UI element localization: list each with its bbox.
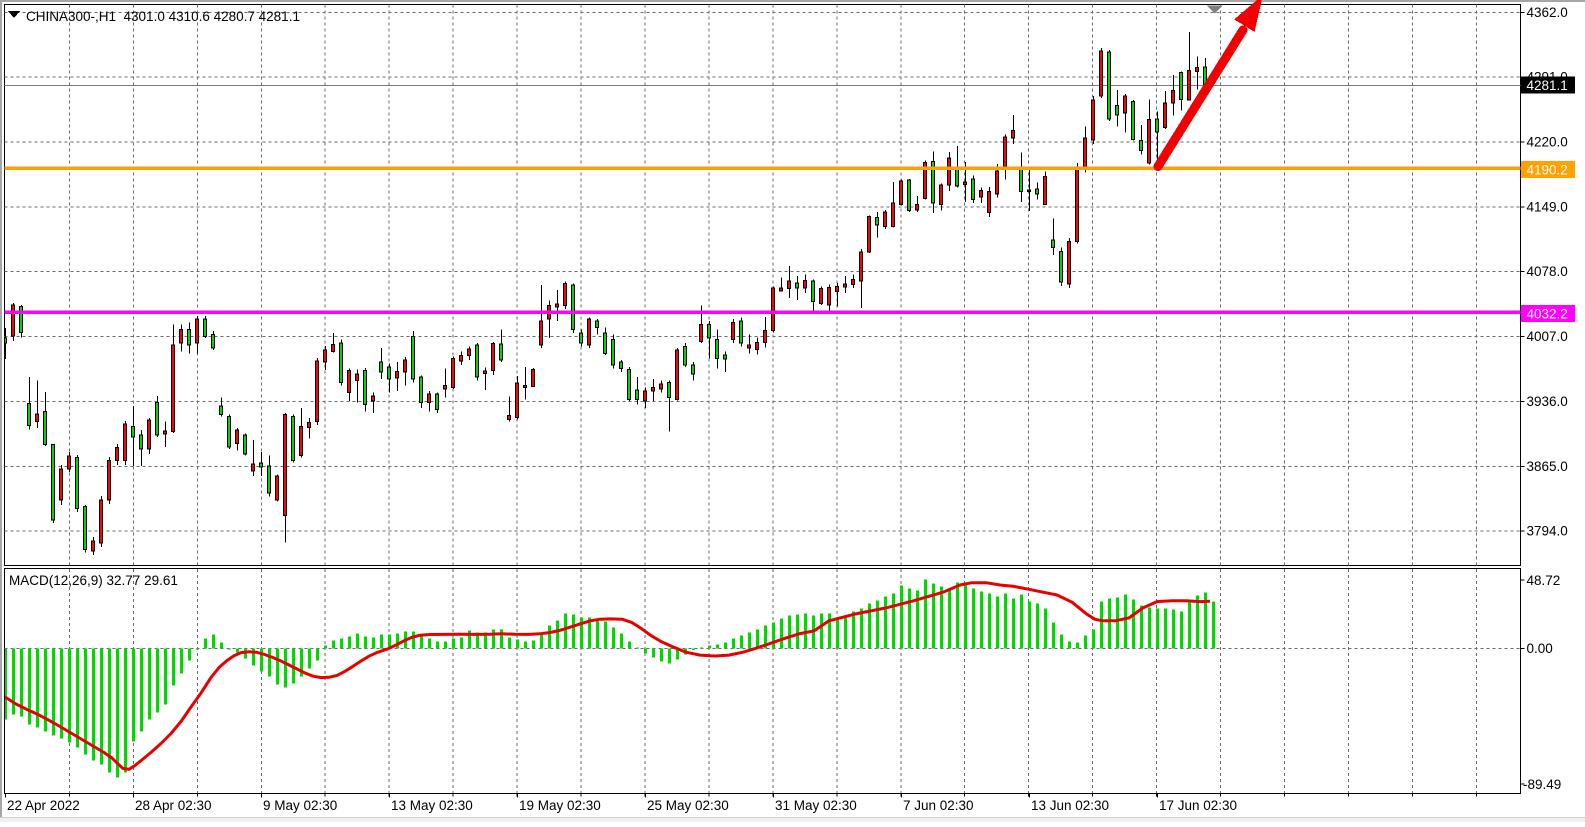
svg-text:17 Jun 02:30: 17 Jun 02:30 <box>1159 798 1237 813</box>
svg-text:31 May 02:30: 31 May 02:30 <box>775 798 857 813</box>
svg-text:4220.0: 4220.0 <box>1527 135 1568 150</box>
svg-text:13 May 02:30: 13 May 02:30 <box>391 798 473 813</box>
svg-text:19 May 02:30: 19 May 02:30 <box>519 798 601 813</box>
svg-text:CHINA300-,H1 4301.0 4310.6 42: CHINA300-,H1 4301.0 4310.6 4280.7 4281.1 <box>26 9 300 24</box>
svg-text:4362.0: 4362.0 <box>1527 5 1568 20</box>
svg-text:4032.2: 4032.2 <box>1527 307 1568 322</box>
svg-text:4149.0: 4149.0 <box>1527 199 1568 214</box>
svg-text:3794.0: 3794.0 <box>1527 524 1568 539</box>
svg-text:4281.1: 4281.1 <box>1527 78 1568 93</box>
svg-text:3936.0: 3936.0 <box>1527 394 1568 409</box>
svg-text:48.72: 48.72 <box>1527 573 1561 588</box>
svg-text:-89.49: -89.49 <box>1523 777 1561 792</box>
svg-text:4078.0: 4078.0 <box>1527 264 1568 279</box>
svg-text:7 Jun 02:30: 7 Jun 02:30 <box>903 798 974 813</box>
svg-text:28 Apr 02:30: 28 Apr 02:30 <box>135 798 212 813</box>
svg-text:4190.2: 4190.2 <box>1527 163 1568 178</box>
svg-text:22 Apr 2022: 22 Apr 2022 <box>7 798 80 813</box>
svg-text:9 May 02:30: 9 May 02:30 <box>263 798 337 813</box>
svg-text:0.00: 0.00 <box>1527 641 1553 656</box>
svg-text:13 Jun 02:30: 13 Jun 02:30 <box>1031 798 1109 813</box>
svg-text:MACD(12,26,9) 32.77 29.61: MACD(12,26,9) 32.77 29.61 <box>9 573 178 588</box>
svg-text:3865.0: 3865.0 <box>1527 459 1568 474</box>
svg-text:25 May 02:30: 25 May 02:30 <box>647 798 729 813</box>
svg-text:4007.0: 4007.0 <box>1527 329 1568 344</box>
